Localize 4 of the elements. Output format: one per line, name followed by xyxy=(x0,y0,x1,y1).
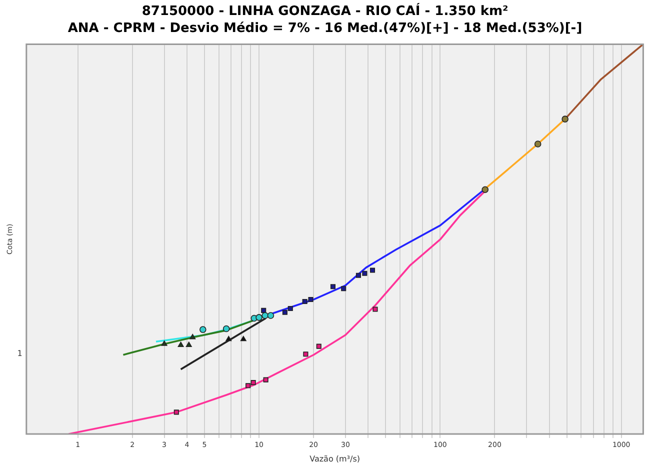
text: 1 xyxy=(17,349,22,358)
chart-subtitle: ANA - CPRM - Desvio Médio = 7% - 16 Med.(47%)[+] - 18 Med.(53%)[-] xyxy=(68,20,582,36)
x-axis-title: Vazão (m³/s) xyxy=(310,454,360,464)
chart-title: 87150000 - LINHA GONZAGA - RIO CAÍ - 1.350 km² xyxy=(142,2,508,20)
